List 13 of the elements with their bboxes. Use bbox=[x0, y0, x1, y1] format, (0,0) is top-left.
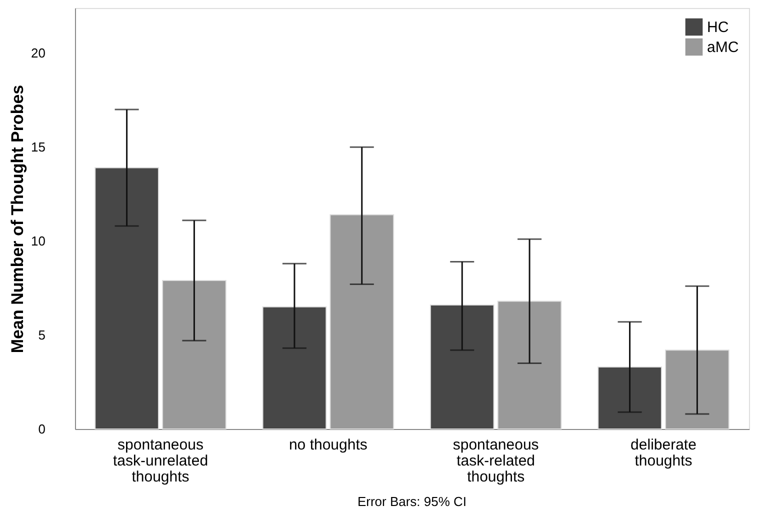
y-tick-label: 5 bbox=[38, 328, 46, 343]
y-tick-label: 20 bbox=[31, 46, 46, 61]
y-axis-title: Mean Number of Thought Probes bbox=[8, 84, 28, 354]
x-tick-label: no thoughts bbox=[288, 436, 368, 454]
x-tick-label: deliberate thoughts bbox=[630, 436, 696, 470]
text: Error Bars: 95% CI bbox=[357, 494, 467, 509]
legend-label: HC bbox=[707, 19, 729, 36]
y-tick-label: 0 bbox=[38, 422, 46, 436]
legend-label: aMC bbox=[707, 39, 739, 56]
x-tick-label: spontaneous task-related thoughts bbox=[452, 436, 539, 486]
x-tick-label: spontaneous task-unrelated thoughts bbox=[112, 436, 208, 486]
y-tick-label: 15 bbox=[31, 140, 46, 155]
y-tick-label: 10 bbox=[31, 234, 46, 249]
